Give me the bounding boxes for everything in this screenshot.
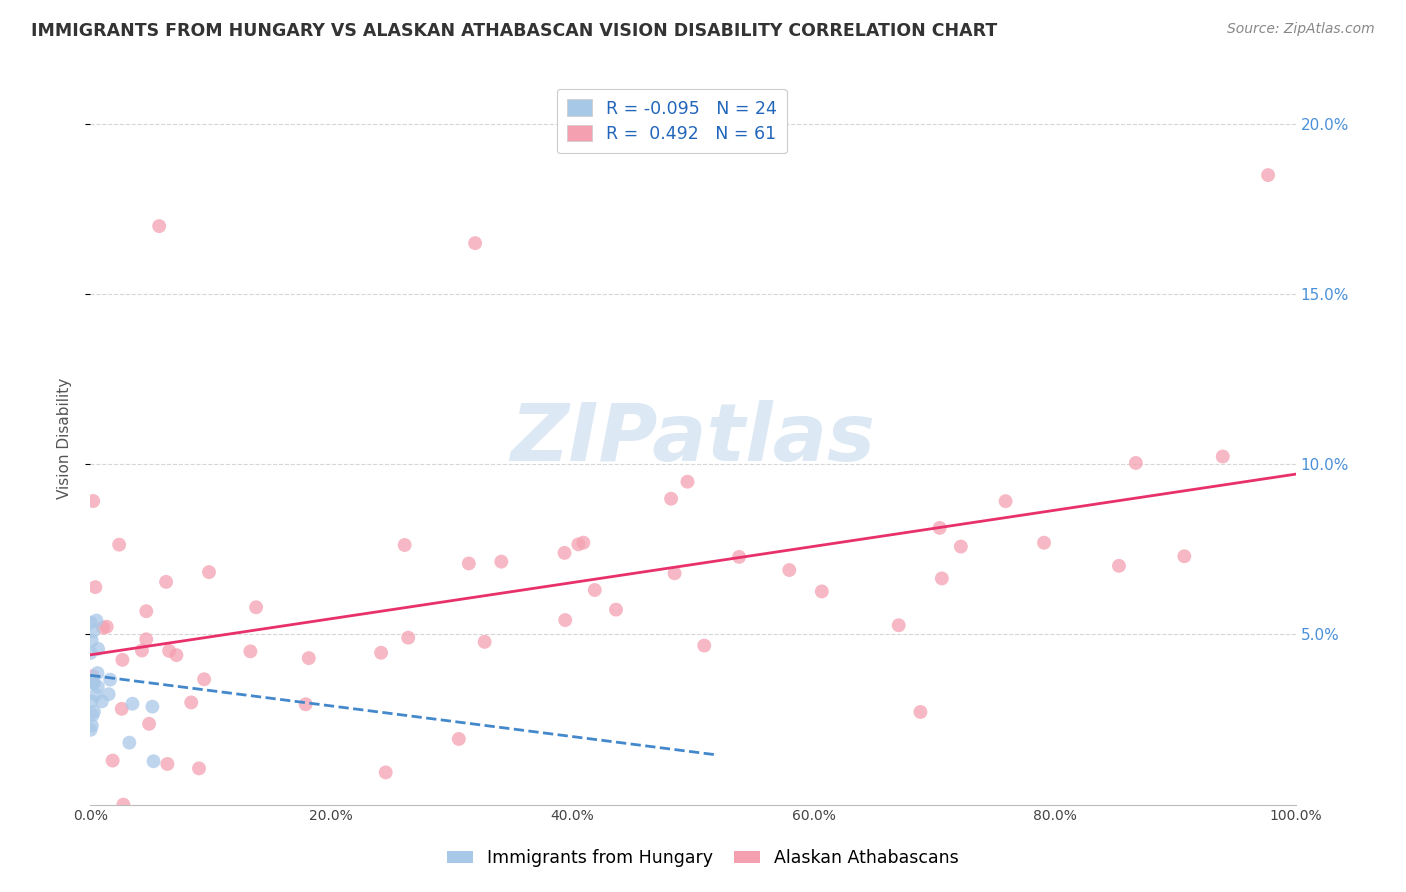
Point [121,697,143,711]
Point [90,694,112,708]
Point [676,475,699,489]
Text: Source: ZipAtlas.com: Source: ZipAtlas.com [1227,22,1375,37]
Point [474,635,496,649]
Point [84,688,107,702]
Point [1033,535,1056,549]
Point [96,620,118,634]
Point [80,694,103,708]
Point [778,563,800,577]
Point [811,584,834,599]
Point [198,565,221,579]
Point [1108,558,1130,573]
Point [135,604,157,618]
Point [86,666,108,681]
Point [1173,549,1195,564]
Point [457,557,479,571]
Point [138,716,160,731]
Point [1257,168,1279,182]
Point [142,754,165,768]
Point [165,648,187,662]
Point [112,797,135,812]
Point [554,546,576,560]
Point [188,761,211,775]
Point [80,718,103,732]
Point [910,705,932,719]
Point [605,602,627,616]
Point [82,669,104,683]
Point [994,494,1017,508]
Point [84,580,107,594]
Point [79,615,101,630]
Point [131,643,153,657]
Point [82,674,104,689]
Point [447,731,470,746]
Point [135,632,157,647]
Text: IMMIGRANTS FROM HUNGARY VS ALASKAN ATHABASCAN VISION DISABILITY CORRELATION CHAR: IMMIGRANTS FROM HUNGARY VS ALASKAN ATHAB… [31,22,997,40]
Point [931,571,953,585]
Point [374,765,396,780]
Point [728,549,751,564]
Point [180,695,202,709]
Point [87,680,110,694]
Point [664,566,686,581]
Point [87,641,110,656]
Point [659,491,682,506]
Legend: Immigrants from Hungary, Alaskan Athabascans: Immigrants from Hungary, Alaskan Athabas… [440,843,966,874]
Point [572,535,595,549]
Point [155,574,177,589]
Point [148,219,170,233]
Point [108,538,131,552]
Point [79,646,101,660]
Point [554,613,576,627]
Point [111,653,134,667]
Point [83,676,105,690]
Point [83,705,105,719]
Point [294,698,316,712]
Point [156,756,179,771]
Point [464,236,486,251]
Point [693,639,716,653]
Point [396,631,419,645]
Point [83,675,105,690]
Point [193,673,215,687]
Point [567,537,589,551]
Point [583,582,606,597]
Point [101,754,124,768]
Legend: R = -0.095   N = 24, R =  0.492   N = 61: R = -0.095 N = 24, R = 0.492 N = 61 [557,89,787,153]
Point [394,538,416,552]
Point [82,624,104,639]
Point [1125,456,1147,470]
Point [82,708,104,723]
Point [239,644,262,658]
Point [82,494,104,508]
Point [1212,450,1234,464]
Point [887,618,910,632]
Point [97,687,120,701]
Point [491,555,513,569]
Point [86,614,108,628]
Point [141,699,163,714]
Point [298,651,321,665]
Text: ZIPatlas: ZIPatlas [510,400,876,478]
Point [91,621,114,635]
Point [245,600,267,615]
Point [79,723,101,737]
Point [118,736,141,750]
Point [928,521,950,535]
Point [157,644,180,658]
Point [949,540,972,554]
Y-axis label: Vision Disability: Vision Disability [58,378,72,500]
Point [80,633,103,648]
Point [111,702,134,716]
Point [98,673,121,687]
Point [370,646,392,660]
